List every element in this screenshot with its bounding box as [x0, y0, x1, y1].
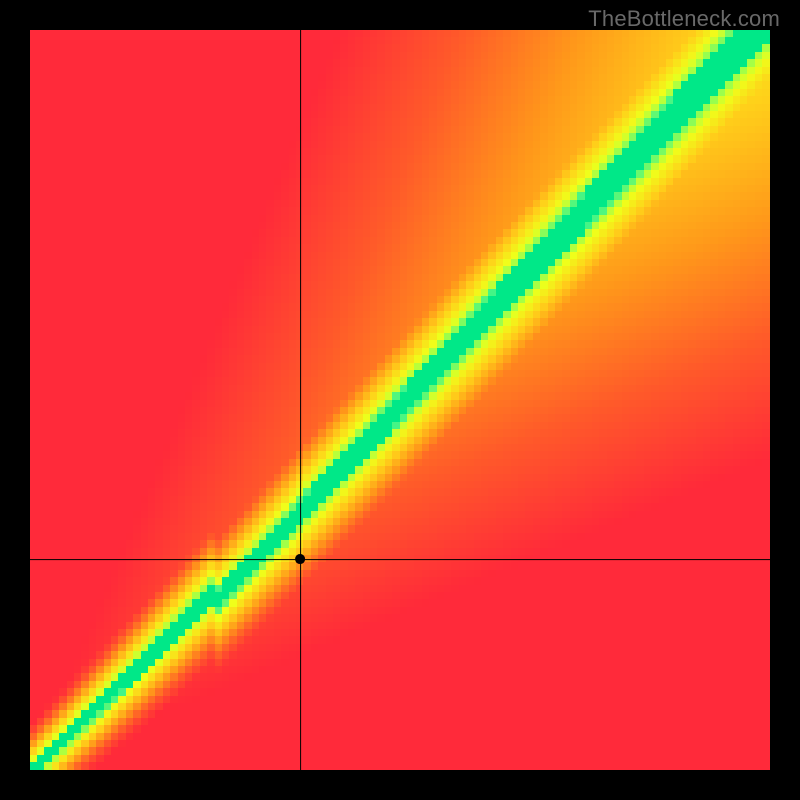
plot-area	[30, 30, 770, 770]
watermark-text: TheBottleneck.com	[588, 6, 780, 32]
chart-container: TheBottleneck.com	[0, 0, 800, 800]
bottleneck-heatmap	[30, 30, 770, 770]
